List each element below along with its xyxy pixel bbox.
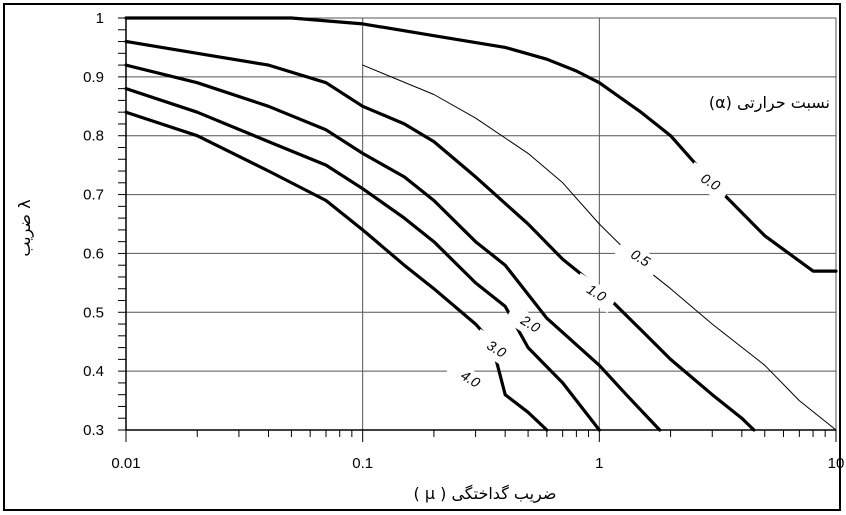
series-line-1-0 (124, 39, 756, 432)
x-tick-label: 0.01 (111, 455, 140, 472)
series-line-4-0 (124, 110, 549, 432)
x-axis-title: ( μ ) ضریب گداختگی (414, 484, 557, 504)
y-tick-label: 0.7 (83, 187, 104, 204)
curve-label-mask (504, 303, 552, 345)
curve-labels: 0.00.51.02.03.04.0 (444, 161, 732, 400)
y-tick-label: 0.5 (83, 304, 104, 321)
chart-frame (3, 3, 841, 511)
y-axis-title: ضریب λ (15, 199, 35, 256)
series-line-3-0 (124, 87, 601, 432)
curve-label-mask (614, 237, 662, 279)
y-tick-label: 1 (96, 10, 104, 27)
grid (125, 17, 837, 431)
series-line-0-5 (362, 64, 837, 431)
y-tick-label: 0.9 (83, 69, 104, 86)
y-tick-label: 0.6 (83, 245, 104, 262)
curve-label-mask (470, 328, 518, 370)
y-tick-label: 0.4 (83, 363, 104, 380)
y-tick-label: 0.3 (83, 422, 104, 439)
y-tick-label: 0.8 (83, 128, 104, 145)
legend-title: (α) نسبت حرارتی (709, 93, 830, 113)
curve-label-mask (570, 272, 618, 314)
series-line-2-0 (124, 63, 662, 432)
axes: 1 0.9 0.8 0.7 0.6 0.5 0.4 0.3 0.01 0.1 1 10 (83, 10, 844, 472)
curves (124, 16, 838, 432)
x-tick-label: 0.1 (352, 455, 373, 472)
curve-label-mask (444, 358, 492, 400)
series-line-0-0 (124, 16, 838, 273)
x-tick-label: 10 (828, 455, 845, 472)
x-tick-label: 1 (595, 455, 603, 472)
curve-label-mask (684, 161, 732, 203)
